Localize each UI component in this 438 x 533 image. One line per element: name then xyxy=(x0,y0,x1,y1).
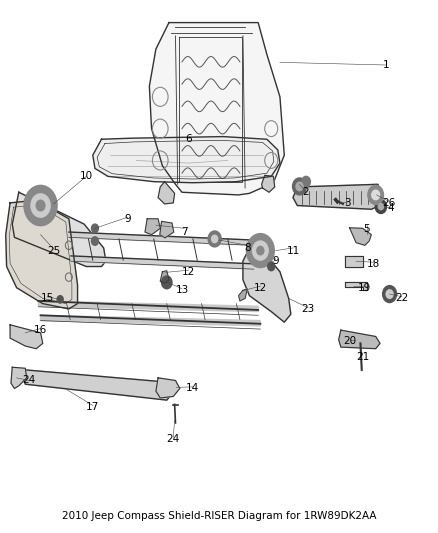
Circle shape xyxy=(57,296,63,303)
Polygon shape xyxy=(69,232,252,245)
Circle shape xyxy=(92,224,99,232)
Text: 11: 11 xyxy=(286,246,300,256)
Polygon shape xyxy=(41,316,260,326)
Text: 13: 13 xyxy=(175,285,189,295)
Text: 3: 3 xyxy=(344,198,351,208)
Text: 21: 21 xyxy=(356,352,369,361)
Polygon shape xyxy=(160,221,174,238)
Polygon shape xyxy=(339,330,380,349)
Circle shape xyxy=(31,194,50,217)
Text: 6: 6 xyxy=(185,134,192,144)
Circle shape xyxy=(24,185,57,225)
Polygon shape xyxy=(293,184,382,209)
Polygon shape xyxy=(243,248,291,322)
Circle shape xyxy=(247,233,274,268)
Polygon shape xyxy=(156,378,180,398)
Text: 24: 24 xyxy=(167,434,180,444)
Text: 12: 12 xyxy=(182,267,195,277)
Polygon shape xyxy=(93,136,280,183)
Text: 16: 16 xyxy=(34,325,47,335)
Polygon shape xyxy=(261,175,275,192)
Polygon shape xyxy=(145,219,160,235)
Polygon shape xyxy=(149,22,284,195)
Polygon shape xyxy=(39,301,258,312)
Text: 25: 25 xyxy=(47,246,60,256)
Polygon shape xyxy=(160,271,169,284)
Text: 9: 9 xyxy=(124,214,131,224)
Text: 8: 8 xyxy=(244,243,251,253)
Text: 15: 15 xyxy=(40,293,54,303)
Circle shape xyxy=(372,190,380,200)
Circle shape xyxy=(386,290,393,298)
Text: 9: 9 xyxy=(272,256,279,266)
Circle shape xyxy=(268,262,275,271)
Circle shape xyxy=(383,286,396,303)
Polygon shape xyxy=(23,370,171,400)
Polygon shape xyxy=(12,192,106,266)
Text: 20: 20 xyxy=(343,336,356,346)
Text: 2: 2 xyxy=(303,187,309,197)
Text: 19: 19 xyxy=(358,282,371,293)
Text: 2010 Jeep Compass Shield-RISER Diagram for 1RW89DK2AA: 2010 Jeep Compass Shield-RISER Diagram f… xyxy=(62,511,376,521)
Circle shape xyxy=(212,235,218,243)
Text: 12: 12 xyxy=(254,282,267,293)
Polygon shape xyxy=(6,200,78,309)
Polygon shape xyxy=(71,256,254,269)
Text: 17: 17 xyxy=(86,402,99,412)
Circle shape xyxy=(293,178,307,195)
Text: 5: 5 xyxy=(364,224,370,235)
Circle shape xyxy=(368,185,384,205)
Text: 4: 4 xyxy=(388,203,394,213)
Text: 1: 1 xyxy=(383,60,390,70)
Circle shape xyxy=(36,200,45,211)
Text: 7: 7 xyxy=(181,227,187,237)
Circle shape xyxy=(257,246,264,255)
Text: 18: 18 xyxy=(367,259,380,269)
Circle shape xyxy=(208,231,221,247)
Circle shape xyxy=(375,200,387,214)
Polygon shape xyxy=(345,282,367,290)
Circle shape xyxy=(378,204,384,210)
Circle shape xyxy=(253,241,268,260)
Circle shape xyxy=(302,176,311,187)
Polygon shape xyxy=(239,289,247,301)
Circle shape xyxy=(296,182,303,191)
Text: 14: 14 xyxy=(186,383,200,393)
Text: 22: 22 xyxy=(395,293,408,303)
Text: 24: 24 xyxy=(22,375,35,385)
Polygon shape xyxy=(10,325,43,349)
Text: 10: 10 xyxy=(80,172,93,181)
Polygon shape xyxy=(158,182,175,204)
Text: 23: 23 xyxy=(302,304,315,314)
Circle shape xyxy=(92,237,99,245)
Text: 26: 26 xyxy=(382,198,396,208)
Polygon shape xyxy=(11,367,27,389)
Polygon shape xyxy=(350,228,371,245)
Circle shape xyxy=(162,276,172,289)
Polygon shape xyxy=(345,256,363,266)
